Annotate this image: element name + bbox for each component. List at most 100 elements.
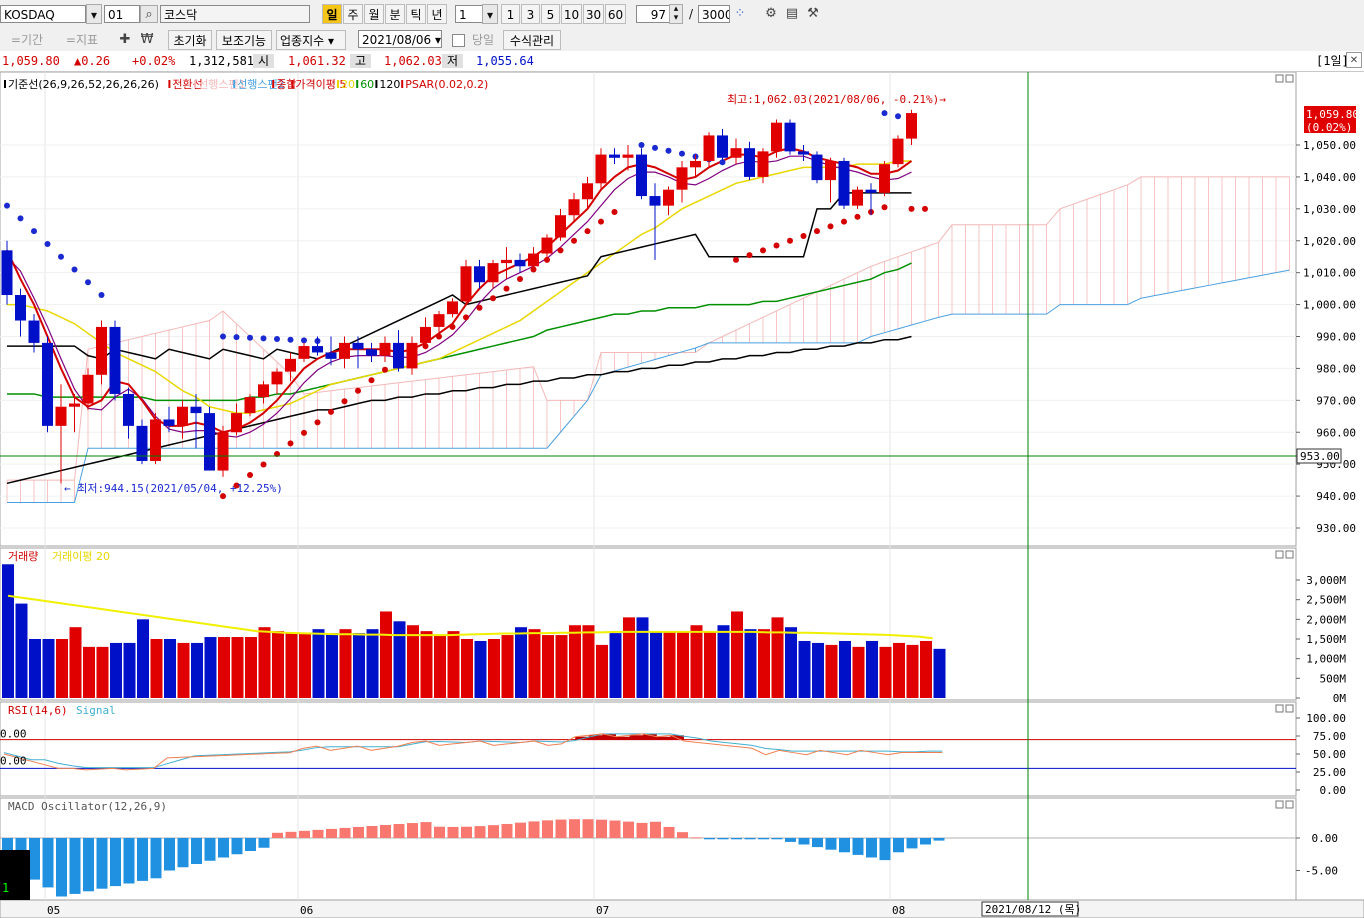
volume-tick-label: 1,000M bbox=[1306, 653, 1346, 666]
macd-bar bbox=[285, 831, 297, 838]
volume-bar bbox=[258, 627, 271, 698]
psar-dot bbox=[665, 147, 672, 154]
sector-index-select[interactable]: 업종지수 ▾ bbox=[276, 30, 346, 50]
volume-bar bbox=[299, 633, 311, 698]
period-tab-4[interactable]: 틱 bbox=[406, 4, 426, 24]
candle-body bbox=[271, 371, 283, 385]
macd-bar bbox=[744, 838, 756, 840]
volume-bar bbox=[596, 644, 608, 698]
macd-bar bbox=[542, 820, 553, 838]
macd-bar bbox=[353, 826, 364, 838]
stock-chart[interactable]: 0.00 0.00 1 05 06 07 08 1,050.00 1,040.00 1,030… bbox=[0, 72, 1364, 918]
tools-icon[interactable]: ⚒ bbox=[807, 6, 819, 21]
macd-bar bbox=[177, 838, 189, 868]
today-label: 당일 bbox=[471, 33, 495, 47]
candle-body bbox=[55, 406, 67, 426]
volume-bar bbox=[542, 635, 554, 698]
count-select[interactable]: 1 bbox=[455, 5, 483, 23]
psar-dot bbox=[854, 213, 861, 220]
volume-bar bbox=[420, 631, 433, 698]
candle-body bbox=[82, 374, 94, 404]
rsi-line bbox=[3, 733, 943, 771]
aux-function-button[interactable]: 보조기능 bbox=[216, 30, 272, 50]
x-axis-bar bbox=[0, 899, 1364, 918]
code-field[interactable]: 01 bbox=[104, 5, 140, 23]
crosshair-icon[interactable]: ✚ bbox=[119, 32, 131, 47]
candle-body bbox=[555, 215, 566, 238]
panel-minimize-icon bbox=[1275, 550, 1284, 559]
cursor-price-label: 953.00 bbox=[1300, 450, 1340, 463]
psar-dot bbox=[220, 493, 226, 500]
candle-body bbox=[366, 349, 377, 356]
save-icon[interactable]: ▤ bbox=[785, 6, 799, 21]
settings-icon[interactable]: ⚙ bbox=[765, 6, 777, 21]
bar-count-stepper[interactable]: ▴ ▾ bbox=[669, 4, 683, 24]
psar-dot bbox=[814, 228, 820, 235]
ma60-line bbox=[7, 262, 912, 402]
period-tab-1[interactable]: 주 bbox=[343, 4, 363, 24]
period-tab-2[interactable]: 월 bbox=[364, 4, 384, 24]
minute-button-10[interactable]: 10 bbox=[561, 4, 582, 24]
quote-bar: 1,059.80 ▲0.26 +0.02% 1,312,581 시 1,061.… bbox=[0, 51, 1364, 72]
macd-bar bbox=[272, 832, 283, 838]
rsi-panel bbox=[0, 701, 1297, 797]
psar-dot bbox=[233, 482, 240, 489]
period-tab-0[interactable]: 일 bbox=[322, 4, 342, 24]
psar-dot bbox=[773, 242, 780, 249]
volume-tick-label: 500M bbox=[1320, 672, 1347, 685]
candle-body bbox=[838, 160, 850, 206]
volume-bar bbox=[123, 642, 136, 698]
max-bars-field[interactable]: 3000 bbox=[698, 5, 730, 23]
volume-bar bbox=[83, 646, 95, 698]
volume-bar bbox=[110, 642, 122, 698]
macd-bar bbox=[609, 820, 621, 838]
today-checkbox[interactable] bbox=[452, 34, 465, 47]
reset-button[interactable]: 초기화 bbox=[168, 30, 212, 50]
candle-body bbox=[609, 154, 620, 158]
quote-low: 1,055.64 bbox=[476, 54, 534, 68]
volume-bar bbox=[785, 627, 797, 698]
period-tab-3[interactable]: 분 bbox=[385, 4, 405, 24]
minute-button-1[interactable]: 1 bbox=[501, 4, 520, 24]
price-tick-label: 1,030.00 bbox=[1303, 203, 1356, 216]
macd-bar bbox=[569, 819, 580, 838]
minute-button-3[interactable]: 3 bbox=[521, 4, 540, 24]
macd-corner-label: 1 bbox=[2, 881, 9, 895]
period-button[interactable]: =기간 bbox=[10, 33, 44, 47]
grid-settings-icon[interactable]: ⁘ bbox=[734, 6, 746, 21]
bar-count-field[interactable]: 97 bbox=[636, 5, 670, 23]
count-dropdown-button[interactable]: ▾ bbox=[482, 4, 498, 24]
date-picker[interactable]: 2021/08/06 ▾ bbox=[358, 30, 442, 48]
quote-volume: 1,312,581 bbox=[189, 54, 255, 68]
close-icon[interactable]: ✕ bbox=[1346, 52, 1362, 68]
rsi-tick-label: 25.00 bbox=[1313, 766, 1346, 779]
volume-bar bbox=[582, 625, 595, 698]
minute-button-5[interactable]: 5 bbox=[541, 4, 560, 24]
volume-ma-legend: 거래이평 20 bbox=[52, 550, 110, 563]
indicator-button[interactable]: =지표 bbox=[65, 33, 99, 47]
macd-bar bbox=[96, 838, 108, 889]
psar-dot bbox=[611, 209, 618, 216]
volume-tick-label: 3,000M bbox=[1306, 574, 1346, 587]
psar-dot bbox=[301, 429, 307, 436]
psar-dot bbox=[247, 334, 253, 341]
macd-bar bbox=[231, 838, 243, 855]
volume-bar bbox=[15, 603, 28, 698]
psar-dot bbox=[436, 333, 442, 340]
psar-dot bbox=[503, 285, 510, 292]
volume-bar bbox=[29, 639, 41, 698]
search-icon[interactable]: ⌕ bbox=[140, 5, 158, 23]
psar-dot bbox=[787, 237, 793, 244]
won-icon[interactable]: ₩ bbox=[140, 32, 154, 47]
minute-button-30[interactable]: 30 bbox=[583, 4, 604, 24]
price-tick-label: 1,010.00 bbox=[1303, 267, 1356, 280]
macd-bar bbox=[204, 838, 216, 861]
symbol-dropdown-button[interactable]: ▾ bbox=[86, 4, 102, 24]
formula-manage-button[interactable]: 수식관리 bbox=[503, 30, 561, 50]
minute-button-60[interactable]: 60 bbox=[605, 4, 626, 24]
period-tab-5[interactable]: 년 bbox=[427, 4, 447, 24]
symbol-select[interactable]: KOSDAQ bbox=[0, 5, 86, 23]
macd-bar bbox=[434, 826, 445, 838]
volume-bar bbox=[488, 639, 500, 698]
volume-bar bbox=[366, 629, 379, 698]
